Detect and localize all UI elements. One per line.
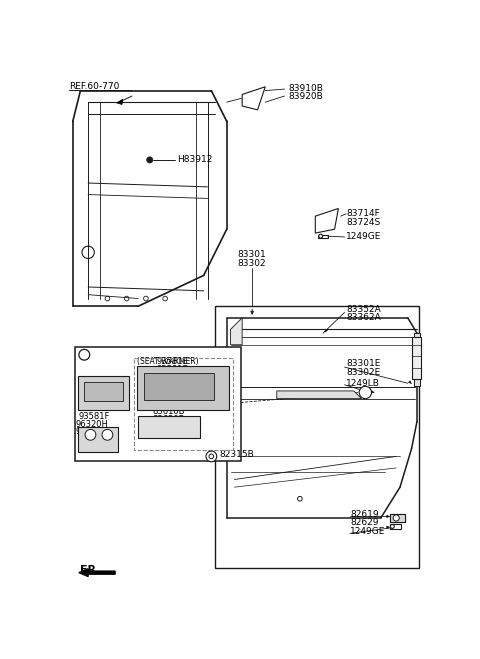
Bar [138, 416, 200, 438]
Text: FR.: FR. [81, 565, 101, 575]
Circle shape [319, 234, 323, 238]
Text: 93581E: 93581E [157, 357, 189, 366]
Text: 83301E: 83301E [346, 359, 381, 368]
Text: 93581F: 93581F [78, 412, 109, 421]
Polygon shape [277, 391, 361, 399]
Polygon shape [78, 376, 129, 410]
Polygon shape [390, 514, 406, 522]
Text: 1249GE: 1249GE [350, 527, 385, 536]
Polygon shape [242, 87, 265, 110]
Text: 83620B: 83620B [152, 415, 184, 424]
Bar [414, 333, 420, 339]
Text: a: a [82, 350, 87, 359]
Text: 1249GE: 1249GE [346, 233, 382, 241]
Circle shape [102, 430, 113, 440]
Bar [78, 427, 118, 452]
Polygon shape [137, 366, 229, 410]
Text: 82315B: 82315B [219, 449, 254, 459]
Polygon shape [117, 99, 123, 105]
Text: 82629: 82629 [350, 518, 378, 527]
Circle shape [147, 157, 153, 163]
Text: 83724S: 83724S [346, 218, 380, 227]
Bar [215, 306, 419, 568]
Text: 83920B: 83920B [288, 92, 323, 101]
Text: 83301: 83301 [238, 250, 266, 259]
Bar [75, 347, 240, 461]
Text: 1249LB: 1249LB [346, 379, 380, 387]
Bar [390, 524, 401, 529]
Text: 96320H: 96320H [75, 420, 108, 428]
Circle shape [393, 515, 399, 521]
Circle shape [390, 525, 394, 529]
Text: 83714F: 83714F [346, 210, 380, 218]
Text: 96320J: 96320J [75, 427, 104, 436]
Polygon shape [230, 318, 242, 345]
Bar [84, 382, 123, 401]
Bar [414, 380, 420, 386]
Text: 93581D: 93581D [156, 365, 189, 374]
Text: REF.60-770: REF.60-770 [69, 82, 119, 92]
Text: 83362A: 83362A [346, 313, 381, 322]
FancyArrow shape [79, 569, 115, 577]
Bar [318, 235, 328, 239]
Circle shape [79, 349, 90, 360]
Text: (SEAT WARMER): (SEAT WARMER) [137, 357, 198, 366]
Text: 83910B: 83910B [288, 84, 323, 93]
Text: 83352A: 83352A [346, 305, 381, 314]
Bar [144, 373, 214, 400]
Text: a: a [363, 388, 368, 397]
Text: 83610B: 83610B [152, 407, 184, 416]
Bar [411, 337, 421, 380]
Bar [390, 514, 406, 522]
Text: 82619: 82619 [350, 509, 379, 519]
Bar [414, 357, 420, 362]
Text: 83302: 83302 [238, 260, 266, 268]
Circle shape [206, 451, 217, 462]
Text: 83302E: 83302E [346, 368, 380, 377]
Circle shape [85, 430, 96, 440]
Bar [134, 358, 233, 450]
Circle shape [359, 386, 372, 399]
Polygon shape [315, 208, 338, 233]
Text: H83912: H83912 [177, 156, 212, 165]
